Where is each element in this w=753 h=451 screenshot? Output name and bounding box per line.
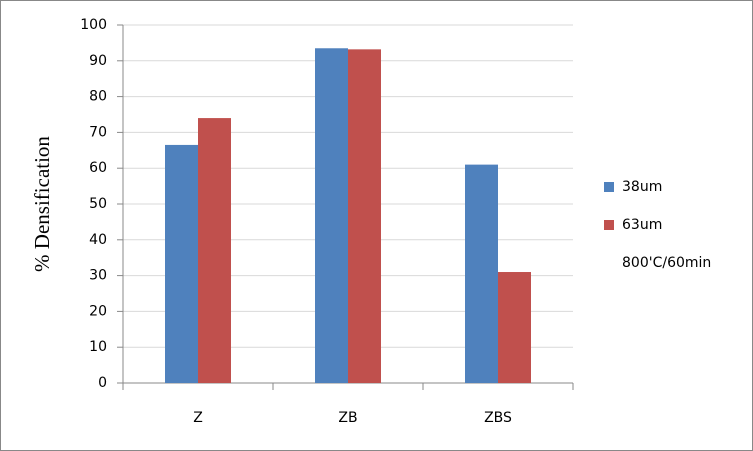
y-axis-label: % Densification bbox=[30, 136, 54, 272]
annotation: 800'C/60min bbox=[622, 255, 711, 271]
y-tick-label: 60 bbox=[89, 160, 107, 176]
x-tick-label: ZBS bbox=[484, 410, 512, 426]
x-tick-label: Z bbox=[193, 410, 203, 426]
legend-swatch bbox=[604, 182, 614, 192]
bar bbox=[348, 49, 381, 384]
bar bbox=[198, 118, 231, 383]
bar bbox=[498, 272, 531, 383]
y-tick-label: 90 bbox=[89, 53, 107, 69]
y-tick-label: 0 bbox=[98, 375, 107, 391]
x-tick-label: ZB bbox=[338, 410, 357, 426]
y-tick-label: 30 bbox=[89, 268, 107, 284]
y-tick-label: 20 bbox=[89, 303, 107, 319]
y-tick-label: 70 bbox=[89, 124, 107, 140]
bar bbox=[465, 164, 498, 383]
y-tick-label: 50 bbox=[89, 196, 107, 212]
bar bbox=[315, 48, 348, 384]
legend-label: 63um bbox=[622, 217, 662, 233]
bar bbox=[165, 144, 198, 383]
y-tick-label: 100 bbox=[80, 17, 107, 33]
y-tick-label: 40 bbox=[89, 232, 107, 248]
y-tick-label: 10 bbox=[89, 339, 107, 355]
legend-swatch bbox=[604, 220, 614, 230]
legend-label: 38um bbox=[622, 179, 662, 195]
y-tick-label: 80 bbox=[89, 89, 107, 105]
